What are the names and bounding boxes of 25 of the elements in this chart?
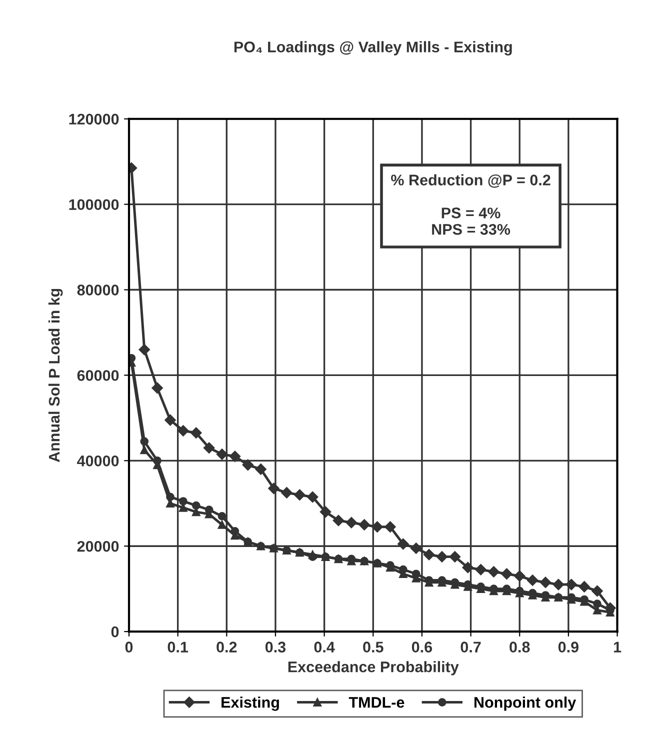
text: % Reduction @P = 0.2 PS = 4% NPS = 33% [391, 174, 550, 235]
legend-label: Existing [222, 696, 279, 711]
x-tick-label: 0.8 [510, 642, 530, 652]
x-tick-label: 0.5 [363, 642, 384, 652]
x-tick-label: 0.3 [265, 642, 286, 653]
y-tick-label: 40000 [77, 456, 119, 466]
x-tick-label: 0.2 [216, 642, 237, 652]
x-tick-label: 0.1 [168, 642, 188, 652]
x-tick-label: 1 [614, 642, 622, 652]
y-tick-label: 100000 [69, 199, 119, 210]
y-tick-label: 0 [111, 626, 119, 638]
x-tick-label: 0.4 [314, 642, 335, 652]
y-tick-label: 60000 [77, 370, 119, 381]
x-tick-label: 0.7 [460, 642, 481, 652]
legend-label: TMDL-e [348, 697, 404, 708]
y-tick-label: 120000 [69, 114, 119, 125]
y-tick-label: 80000 [77, 284, 119, 296]
y-axis-title: Annual Sol P Load in kg [48, 288, 63, 462]
legend-label: Nonpoint only [474, 696, 576, 711]
y-tick-label: 20000 [77, 540, 119, 552]
x-tick-label: 0.9 [558, 642, 578, 652]
x-axis-title: Exceedance Probability [288, 661, 459, 676]
x-tick-label: 0 [125, 642, 133, 652]
x-tick-label: 0.6 [412, 642, 432, 652]
chart-title: PO₄ Loadings @ Valley Mills - Existing [234, 41, 512, 56]
